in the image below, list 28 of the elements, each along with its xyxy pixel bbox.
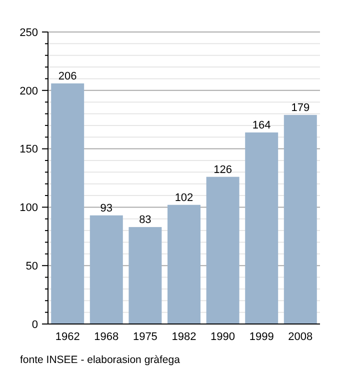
x-tick-label: 1962	[55, 331, 80, 343]
y-tick-label: 0	[32, 318, 38, 331]
x-tick-label: 1982	[172, 331, 196, 343]
bar	[245, 132, 278, 324]
x-tick-label: 1975	[132, 331, 158, 343]
source-note: fonte INSEE - elaborasion gràfega	[20, 354, 180, 366]
y-tick-label: 150	[20, 144, 38, 156]
y-tick-label: 250	[20, 26, 38, 39]
data-label: 102	[174, 192, 194, 204]
data-label: 164	[252, 119, 271, 132]
data-label: 83	[139, 214, 152, 226]
y-tick-label: 50	[26, 260, 38, 272]
y-tick-label: 200	[20, 85, 38, 98]
bar	[128, 227, 162, 324]
x-tick-label: 1968	[94, 331, 119, 343]
data-label: 206	[58, 70, 77, 82]
y-tick-label: 100	[20, 202, 38, 214]
x-tick-label: 1999	[249, 331, 274, 343]
bar	[284, 114, 317, 324]
data-label: 179	[291, 102, 310, 114]
x-tick-label: 2008	[288, 331, 313, 343]
x-tick-label: 1990	[210, 331, 236, 343]
bar	[51, 83, 84, 324]
bar	[168, 204, 200, 324]
data-label: 126	[214, 164, 232, 176]
bar	[90, 215, 123, 324]
data-label: 93	[100, 202, 113, 214]
bar	[206, 176, 240, 324]
